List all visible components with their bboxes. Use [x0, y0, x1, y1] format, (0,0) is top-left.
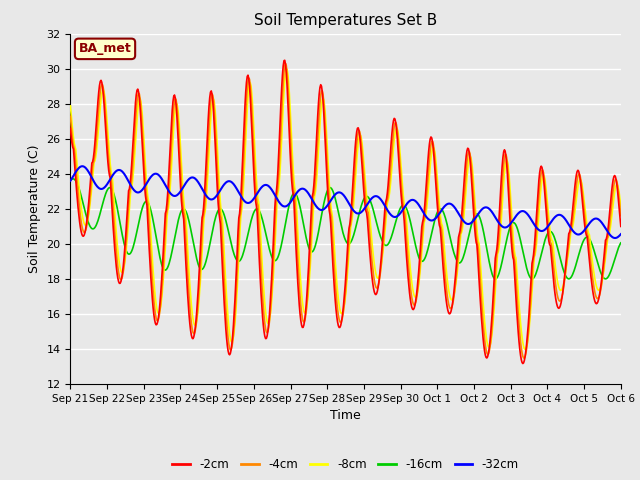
Line: -4cm: -4cm — [70, 63, 621, 358]
-2cm — [218, 255, 226, 261]
Y-axis label: Soil Temperature (C): Soil Temperature (C) — [28, 144, 41, 273]
-8cm — [429, 144, 437, 150]
-2cm — [429, 145, 437, 151]
-16cm — [602, 276, 609, 282]
-4cm — [429, 141, 437, 147]
-16cm — [429, 223, 437, 229]
-32cm — [219, 183, 227, 189]
-32cm — [79, 163, 86, 169]
-4cm — [133, 98, 141, 104]
Line: -32cm: -32cm — [70, 166, 621, 238]
-16cm — [134, 224, 141, 230]
-32cm — [134, 190, 141, 195]
-4cm — [617, 213, 625, 218]
Line: -8cm: -8cm — [70, 69, 621, 349]
-4cm — [189, 329, 196, 335]
-16cm — [617, 240, 625, 246]
-32cm — [67, 178, 74, 184]
-8cm — [521, 347, 529, 352]
-8cm — [413, 290, 421, 296]
-4cm — [520, 355, 528, 361]
-32cm — [413, 200, 421, 205]
-8cm — [67, 103, 74, 109]
-16cm — [77, 193, 85, 199]
-8cm — [133, 116, 141, 122]
-32cm — [611, 235, 618, 241]
-8cm — [77, 197, 84, 203]
-2cm — [281, 58, 289, 63]
Text: BA_met: BA_met — [79, 42, 131, 55]
-2cm — [67, 125, 74, 131]
-2cm — [617, 224, 625, 229]
-16cm — [67, 178, 74, 183]
-16cm — [69, 176, 77, 182]
-8cm — [282, 66, 290, 72]
-32cm — [617, 231, 625, 237]
-4cm — [413, 291, 421, 297]
-4cm — [77, 213, 84, 218]
-2cm — [519, 360, 527, 366]
Title: Soil Temperatures Set B: Soil Temperatures Set B — [254, 13, 437, 28]
Line: -16cm: -16cm — [70, 179, 621, 279]
-32cm — [77, 164, 84, 169]
-8cm — [617, 204, 625, 209]
X-axis label: Time: Time — [330, 409, 361, 422]
-32cm — [190, 175, 198, 180]
Legend: -2cm, -4cm, -8cm, -16cm, -32cm: -2cm, -4cm, -8cm, -16cm, -32cm — [168, 454, 524, 476]
-4cm — [282, 60, 289, 66]
-16cm — [413, 249, 421, 255]
-8cm — [218, 213, 226, 219]
-4cm — [218, 229, 226, 235]
-16cm — [219, 208, 227, 214]
-16cm — [190, 241, 198, 247]
Line: -2cm: -2cm — [70, 60, 621, 363]
-2cm — [413, 286, 421, 291]
-32cm — [429, 217, 437, 223]
-2cm — [189, 336, 196, 342]
-2cm — [133, 87, 141, 93]
-4cm — [67, 113, 74, 119]
-2cm — [77, 224, 84, 230]
-8cm — [189, 315, 196, 321]
